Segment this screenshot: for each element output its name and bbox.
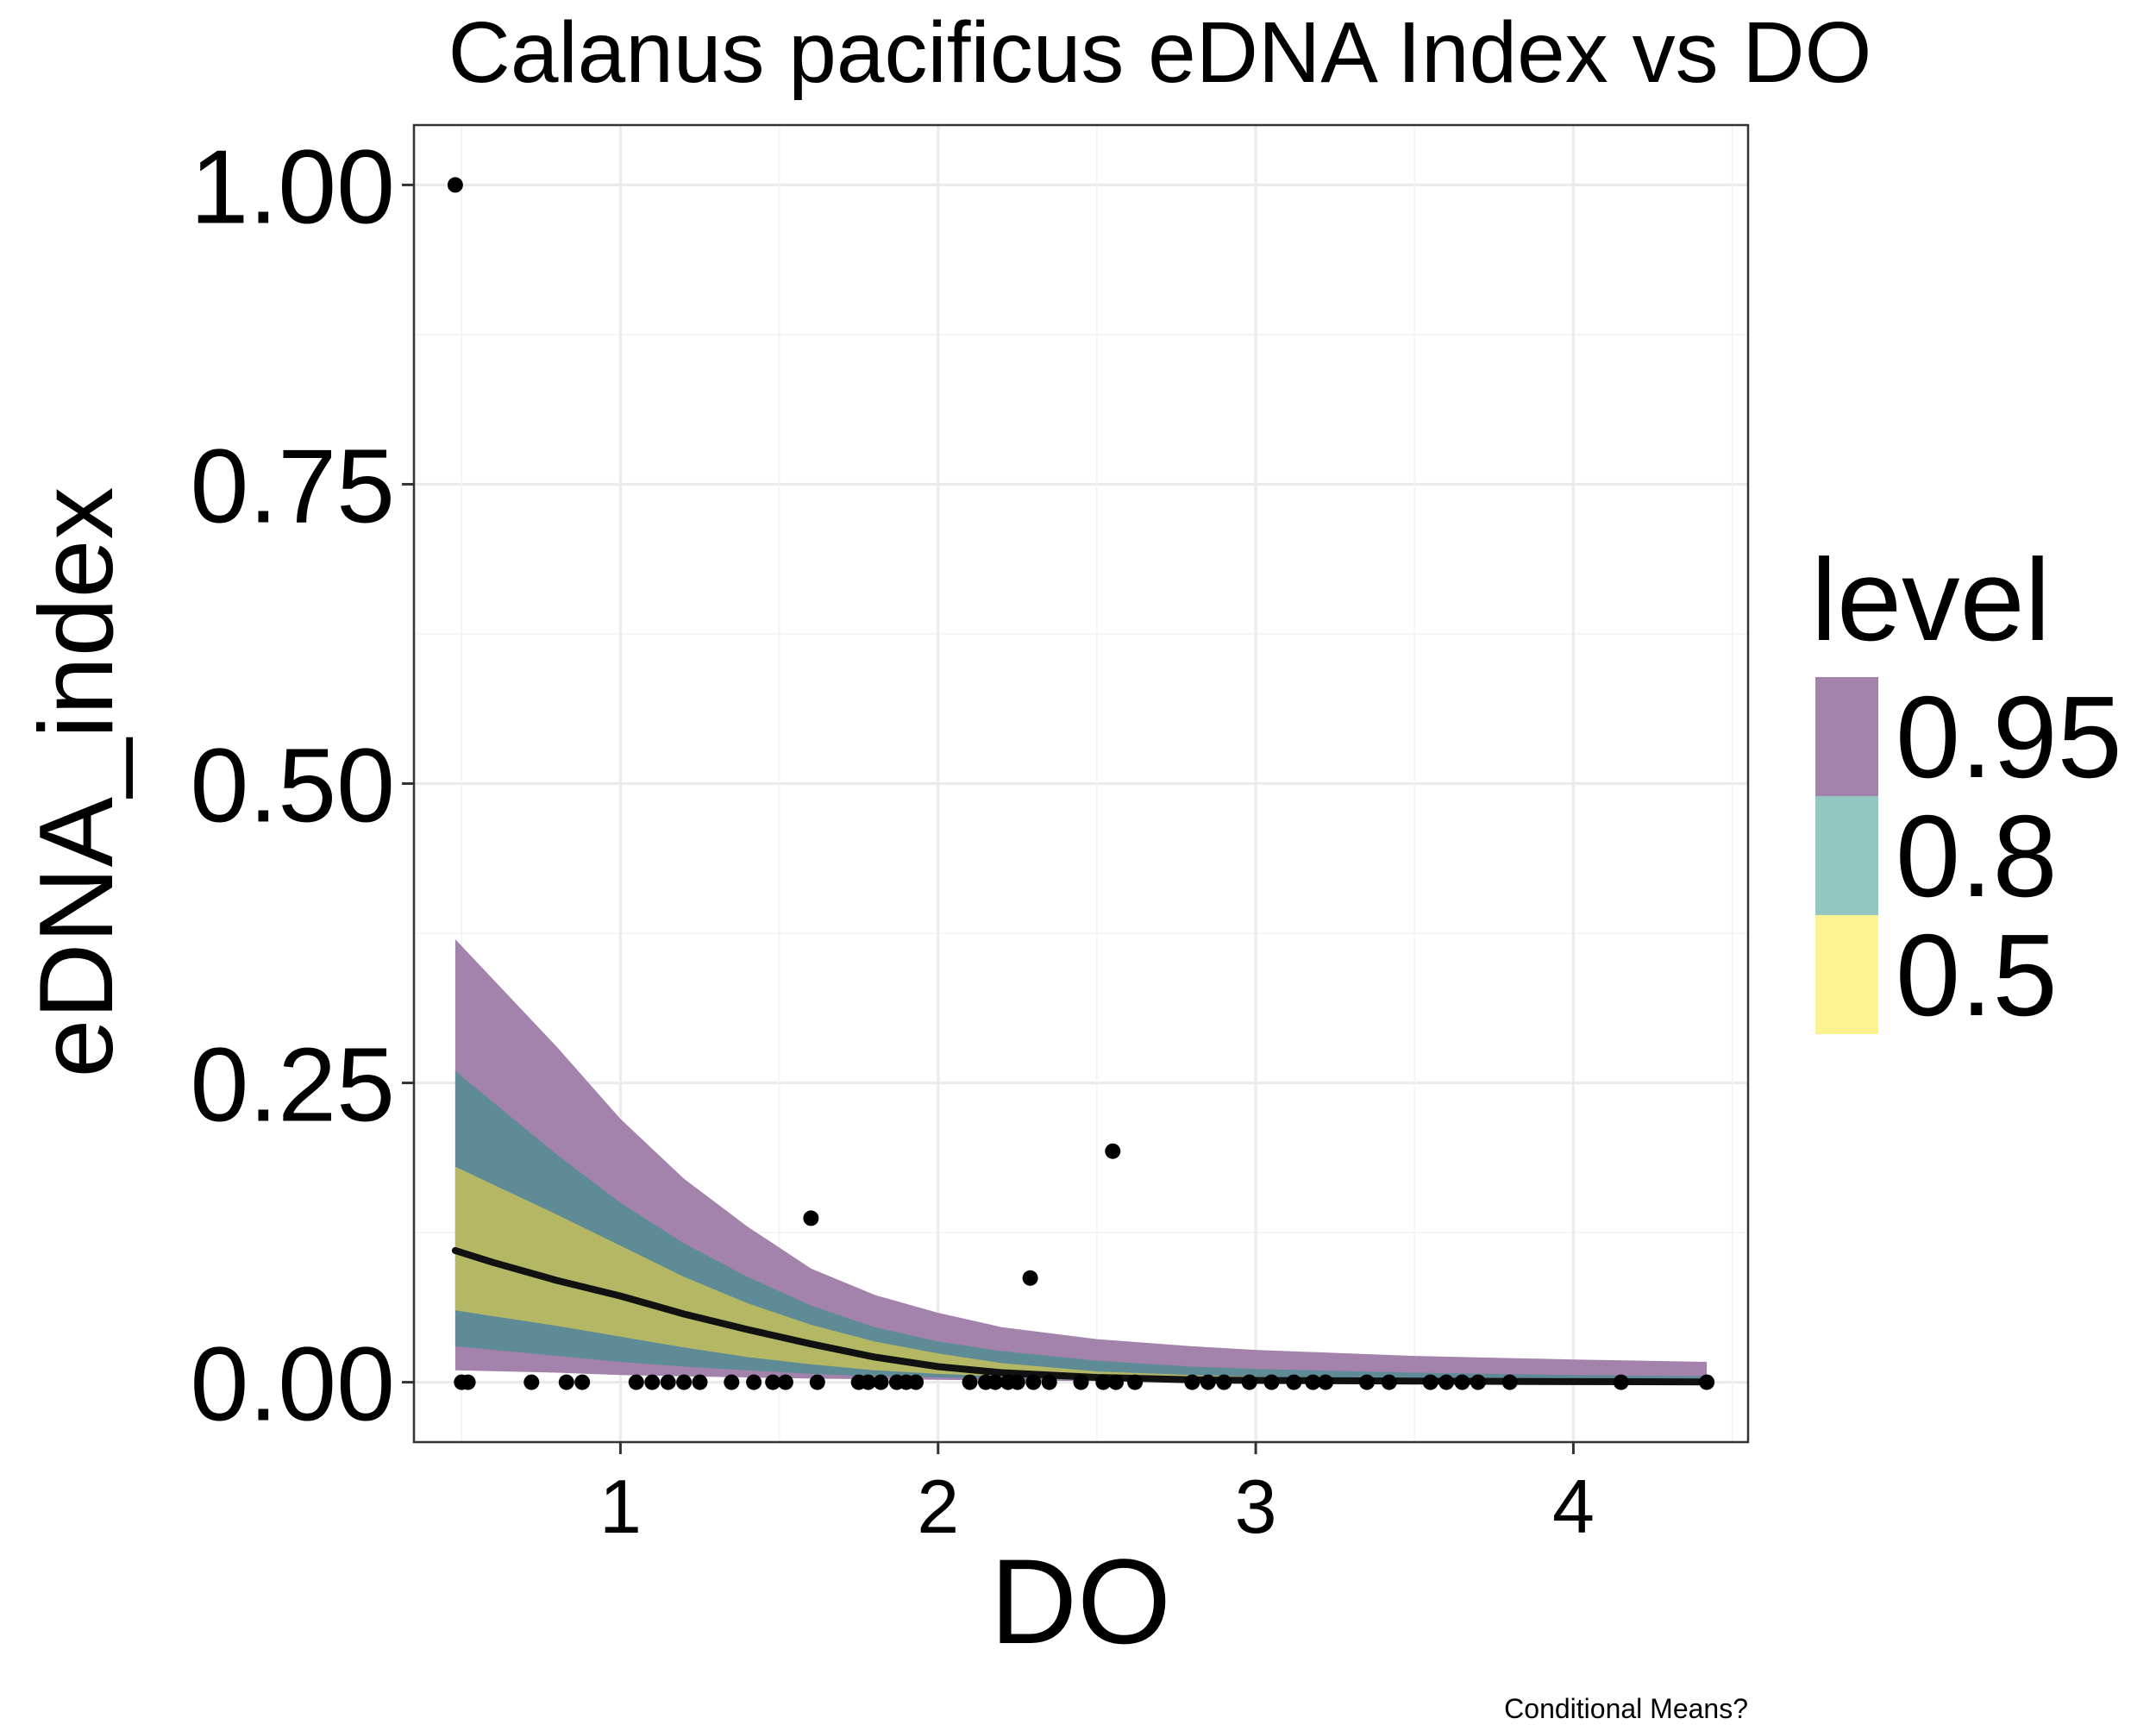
data-point [746, 1374, 762, 1390]
grid-lines [414, 125, 1748, 1442]
data-point [1305, 1374, 1321, 1390]
data-point [1454, 1374, 1470, 1390]
data-point [1041, 1374, 1057, 1390]
data-point [644, 1374, 661, 1390]
data-point [1025, 1374, 1042, 1390]
fit-line-layer [451, 1246, 1711, 1386]
y-axis: 0.00 0.25 0.50 0.75 1.00 [191, 128, 414, 1443]
data-point [447, 177, 463, 193]
data-point [1263, 1374, 1280, 1390]
legend-label-0-95: 0.95 [1896, 672, 2122, 802]
y-tick-label: 1.00 [191, 128, 395, 245]
x-axis: 1 2 3 4 [599, 1442, 1595, 1549]
data-point [1095, 1374, 1112, 1390]
data-point [1105, 1143, 1121, 1159]
data-point [1699, 1374, 1715, 1390]
data-point [1286, 1374, 1302, 1390]
x-tick-label: 2 [917, 1464, 959, 1549]
data-point [1108, 1374, 1124, 1390]
data-point [1073, 1374, 1089, 1390]
data-point [1438, 1374, 1455, 1390]
data-point [987, 1374, 1003, 1390]
data-point [1241, 1374, 1257, 1390]
data-point [1009, 1374, 1025, 1390]
data-point [1200, 1374, 1216, 1390]
legend-key-0-8 [1815, 796, 1878, 915]
chart-title: Calanus pacificus eDNA Index vs DO [448, 4, 1872, 101]
legend-label-0-8: 0.8 [1896, 791, 2058, 921]
data-point [1022, 1270, 1038, 1286]
data-point [873, 1374, 889, 1390]
data-point [1184, 1374, 1200, 1390]
band-0-8 [454, 1070, 1708, 1382]
data-point [962, 1374, 978, 1390]
y-tick-label: 0.75 [191, 427, 395, 544]
legend-title: level [1811, 535, 2051, 665]
data-points [447, 177, 1715, 1390]
x-tick-label: 3 [1235, 1464, 1277, 1549]
data-point [1359, 1374, 1375, 1390]
chart-caption: Conditional Means? [1504, 1693, 1748, 1724]
data-point [558, 1374, 574, 1390]
band-0-5 [454, 1166, 1708, 1382]
data-point [777, 1374, 793, 1390]
data-point [1613, 1374, 1629, 1390]
x-axis-title: DO [990, 1534, 1171, 1669]
data-point [1216, 1374, 1232, 1390]
legend-label-0-5: 0.5 [1896, 910, 2058, 1040]
y-tick-label: 0.00 [191, 1326, 395, 1443]
data-point [460, 1374, 476, 1390]
data-point [765, 1374, 781, 1390]
data-point [724, 1374, 740, 1390]
data-point [908, 1374, 924, 1390]
data-point [628, 1374, 644, 1390]
x-tick-label: 1 [599, 1464, 642, 1549]
data-point [1470, 1374, 1486, 1390]
data-point [809, 1374, 825, 1390]
data-point [1318, 1374, 1334, 1390]
data-point [803, 1210, 819, 1226]
legend-key-0-95 [1815, 677, 1878, 796]
data-point [676, 1374, 693, 1390]
data-point [574, 1374, 591, 1390]
data-point [1422, 1374, 1438, 1390]
legend-key-0-5 [1815, 915, 1878, 1034]
data-point [523, 1374, 540, 1390]
data-point [692, 1374, 708, 1390]
x-tick-label: 4 [1552, 1464, 1595, 1549]
data-point [1127, 1374, 1144, 1390]
data-point [860, 1374, 876, 1390]
y-tick-label: 0.25 [191, 1026, 395, 1144]
fit-line [451, 1246, 1711, 1386]
data-point [660, 1374, 676, 1390]
band-0-95 [454, 939, 1708, 1383]
legend: level 0.950.80.5 [1811, 535, 2122, 1040]
data-point [1501, 1374, 1518, 1390]
y-axis-title: eDNA_index [17, 487, 135, 1078]
confidence-bands [454, 939, 1708, 1383]
y-tick-label: 0.50 [191, 727, 395, 844]
data-point [1381, 1374, 1397, 1390]
